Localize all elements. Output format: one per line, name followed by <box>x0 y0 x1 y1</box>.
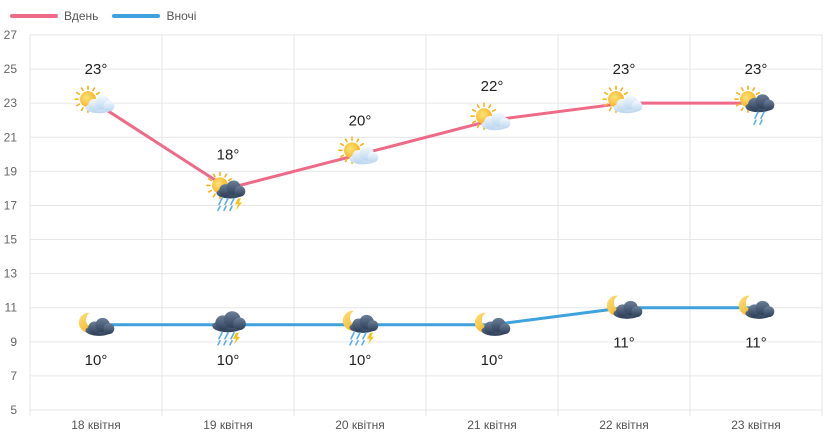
y-tick-label: 19 <box>4 164 18 178</box>
legend-item-night[interactable]: Вночі <box>112 9 196 23</box>
y-tick-label: 15 <box>4 233 18 247</box>
sun-cloud-icon <box>470 102 511 131</box>
series-line-day <box>95 101 756 190</box>
axes: 5 7 9 11 13 15 17 19 21 23 25 27 18 квітня 19 квітня 2… <box>4 28 781 432</box>
data-label-day: 18° <box>217 146 240 163</box>
moon-cloud-icon <box>606 295 643 319</box>
sun-cloud-icon <box>338 136 379 165</box>
legend-item-day[interactable]: Вдень <box>10 9 98 23</box>
sun-rain-icon <box>734 85 775 125</box>
x-tick-label: 22 квітня <box>599 418 649 432</box>
grid <box>29 34 823 416</box>
data-label-night: 11° <box>613 335 635 352</box>
y-tick-label: 25 <box>4 62 18 76</box>
sun-cloud-icon <box>602 85 643 114</box>
x-tick-label: 23 квітня <box>731 418 781 432</box>
legend-swatch-day <box>10 14 58 18</box>
moon-cloud-icon <box>738 295 775 319</box>
legend-swatch-night <box>112 14 161 18</box>
y-tick-label: 9 <box>10 335 17 349</box>
weather-icons <box>74 85 775 346</box>
y-tick-label: 13 <box>4 267 18 281</box>
rain-cloud-icon <box>212 311 246 346</box>
data-label-day: 20° <box>349 112 372 129</box>
y-tick-label: 21 <box>4 130 18 144</box>
data-label-day: 23° <box>745 61 768 78</box>
legend-label-night: Вночі <box>166 9 197 23</box>
y-tick-label: 27 <box>4 28 18 42</box>
y-tick-label: 11 <box>5 301 18 315</box>
chart-legend: Вдень Вночі <box>10 6 196 26</box>
moon-cloud-icon <box>474 312 511 336</box>
data-label-night: 11° <box>745 335 767 352</box>
data-label-day: 23° <box>613 61 636 78</box>
data-label-night: 10° <box>349 352 372 369</box>
data-label-day: 22° <box>481 78 504 95</box>
y-tick-label: 5 <box>10 403 17 417</box>
data-label-night: 10° <box>481 352 504 369</box>
x-tick-label: 21 квітня <box>467 418 517 432</box>
sun-cloud-icon <box>74 85 115 114</box>
x-tick-label: 19 квітня <box>203 418 253 432</box>
moon-storm-icon <box>342 310 379 346</box>
x-tick-label: 18 квітня <box>71 418 121 432</box>
y-tick-label: 17 <box>4 198 18 212</box>
data-label-day: 23° <box>85 61 108 78</box>
y-tick-label: 7 <box>10 369 17 383</box>
data-labels: 23° 18° 20° 22° 23° 23° 10° 10° 10° 10° 11° 11° <box>85 61 768 369</box>
y-tick-label: 23 <box>4 96 18 110</box>
legend-label-day: Вдень <box>64 9 99 23</box>
sun-storm-icon <box>206 171 246 212</box>
data-label-night: 10° <box>217 352 240 369</box>
series-line-night <box>96 306 756 327</box>
moon-cloud-icon <box>78 312 115 336</box>
x-tick-label: 20 квітня <box>335 418 385 432</box>
data-label-night: 10° <box>85 352 108 369</box>
